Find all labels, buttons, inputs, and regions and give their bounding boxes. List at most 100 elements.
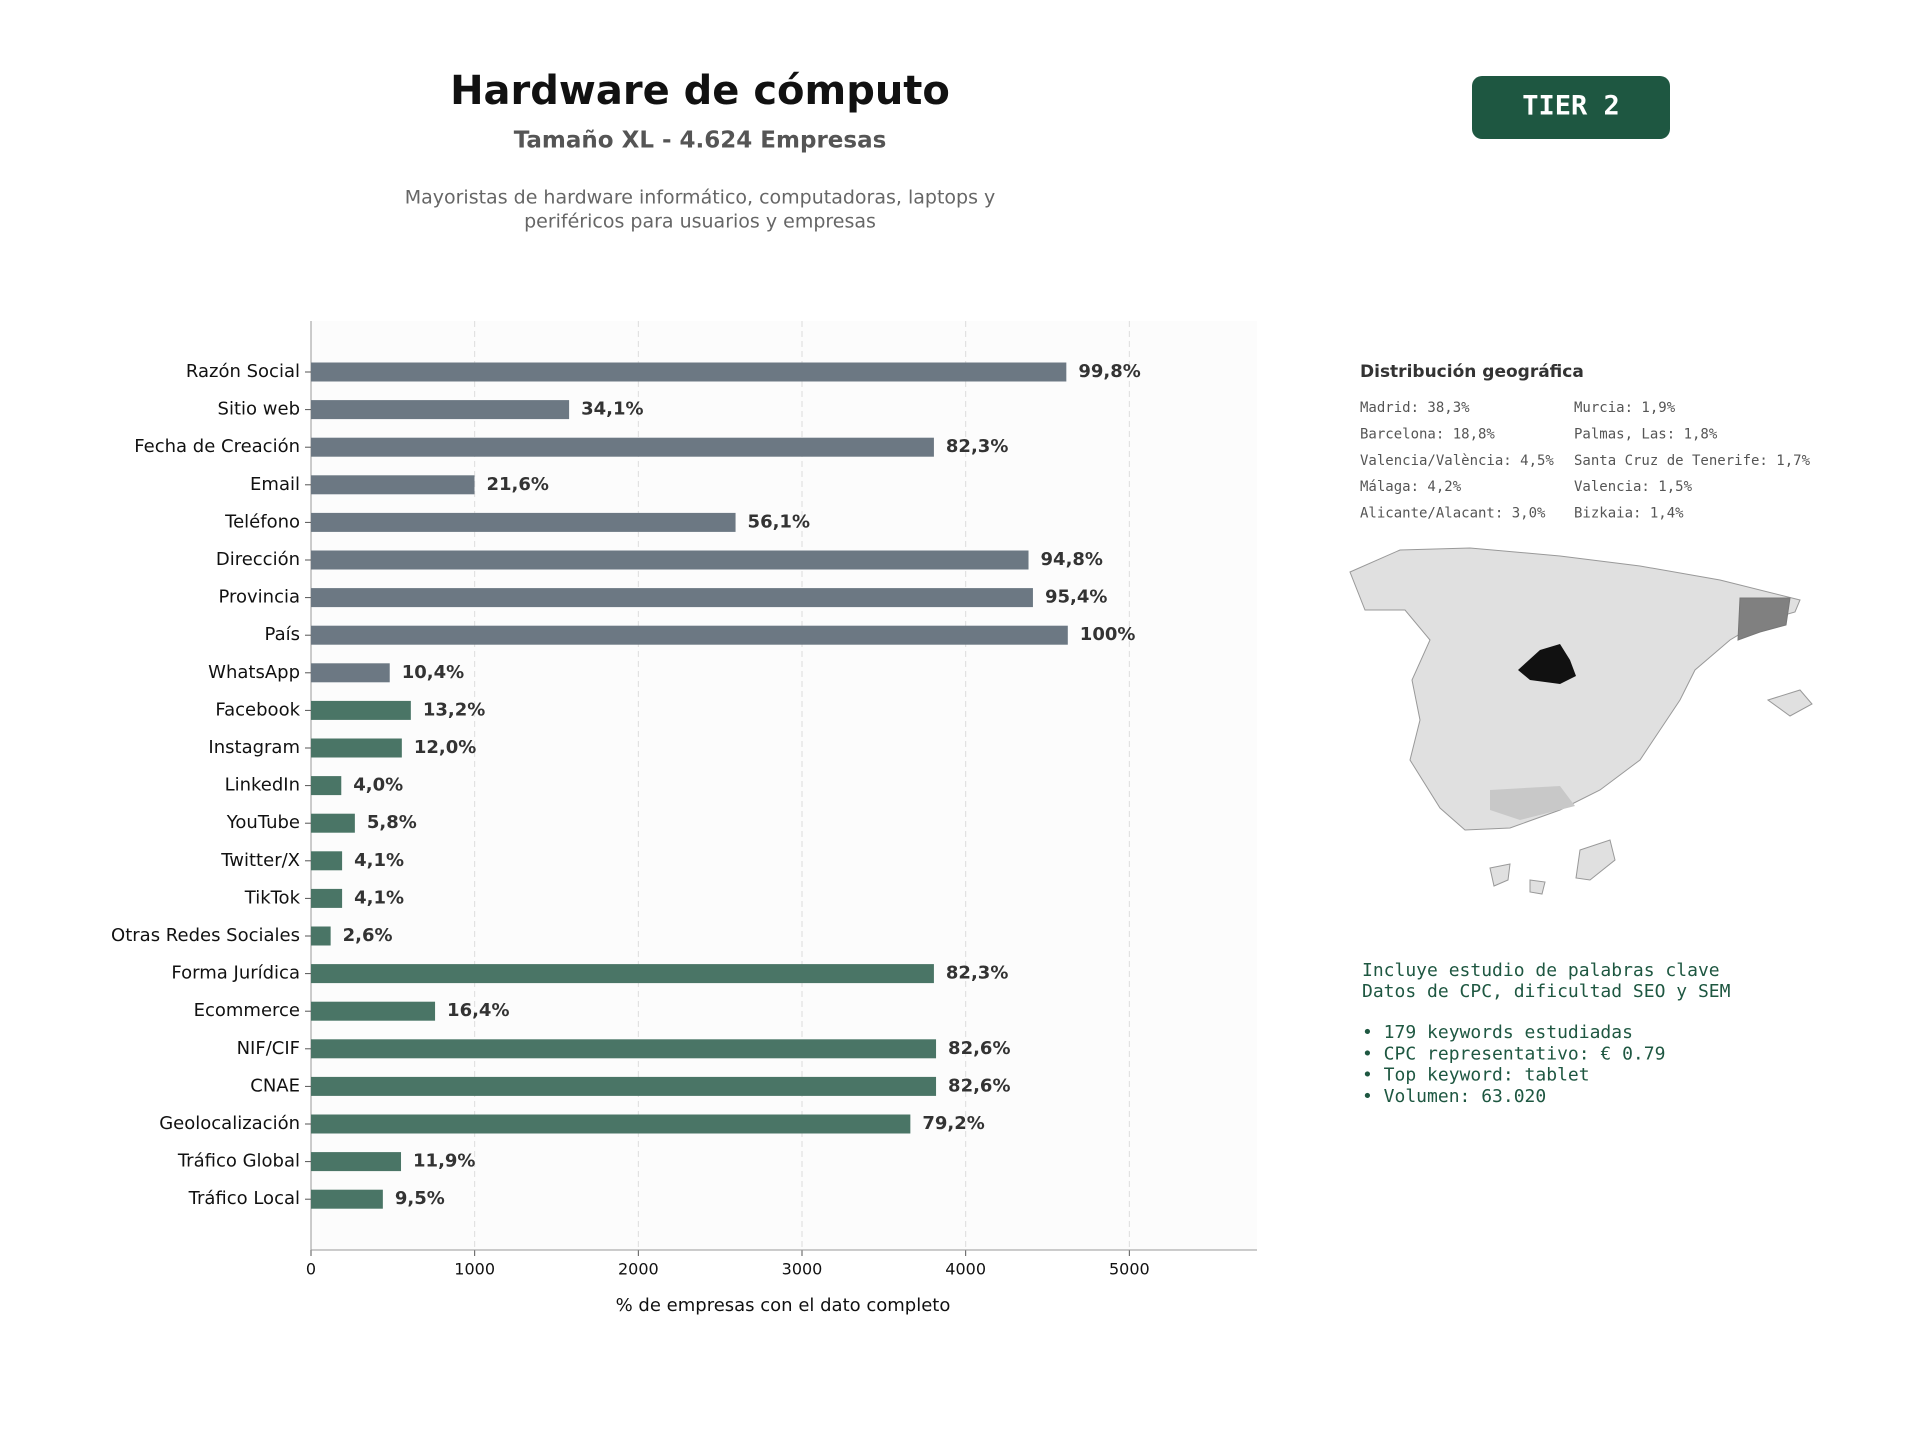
bar xyxy=(311,700,411,720)
keywords-bullet: • Top keyword: tablet xyxy=(1362,1065,1590,1086)
y-tick-label: Forma Jurídica xyxy=(171,963,300,984)
value-label: 5,8% xyxy=(367,812,417,833)
y-tick-label: LinkedIn xyxy=(225,775,300,796)
y-tick-label: Facebook xyxy=(215,699,300,720)
keywords-intro: Datos de CPC, dificultad SEO y SEM xyxy=(1362,981,1731,1002)
map-island xyxy=(1529,879,1546,895)
bar xyxy=(311,550,1029,570)
value-label: 56,1% xyxy=(748,511,810,532)
map xyxy=(1349,547,1813,895)
value-label: 4,1% xyxy=(354,887,404,908)
value-label: 21,6% xyxy=(487,474,549,495)
value-label: 4,0% xyxy=(353,775,403,796)
bar xyxy=(311,437,934,457)
subtitle: Tamaño XL - 4.624 Empresas xyxy=(514,128,887,154)
value-label: 82,3% xyxy=(946,963,1008,984)
y-tick-label: Twitter/X xyxy=(220,850,300,871)
bar xyxy=(311,475,475,495)
y-tick-label: TikTok xyxy=(244,887,301,908)
bar xyxy=(311,888,343,908)
bar xyxy=(311,1001,436,1021)
keywords-bullet: • 179 keywords estudiadas xyxy=(1362,1022,1633,1043)
bar xyxy=(311,588,1033,608)
bar xyxy=(311,776,342,796)
geo-item: Barcelona: 18,8% xyxy=(1360,426,1495,442)
bar xyxy=(311,625,1068,645)
bar xyxy=(311,1152,402,1172)
keywords-intro: Incluye estudio de palabras clave xyxy=(1362,960,1720,981)
y-tick-label: Geolocalización xyxy=(159,1113,300,1134)
x-tick-label: 3000 xyxy=(782,1260,823,1279)
x-tick-label: 2000 xyxy=(618,1260,659,1279)
geo-item: Málaga: 4,2% xyxy=(1360,479,1462,495)
x-tick-label: 5000 xyxy=(1109,1260,1150,1279)
value-label: 99,8% xyxy=(1078,361,1140,382)
geo-item: Murcia: 1,9% xyxy=(1574,400,1676,416)
geo-item: Valencia/València: 4,5% xyxy=(1360,453,1554,469)
map-region xyxy=(1737,597,1791,641)
x-tick-label: 0 xyxy=(306,1260,316,1279)
map-region xyxy=(1490,786,1575,820)
geo-item: Palmas, Las: 1,8% xyxy=(1574,426,1718,442)
map-island xyxy=(1489,863,1511,887)
bar xyxy=(311,663,390,683)
y-tick-label: NIF/CIF xyxy=(237,1038,300,1059)
y-tick-label: Fecha de Creación xyxy=(134,436,300,457)
geo-title: Distribución geográfica xyxy=(1360,362,1584,382)
y-tick-label: Razón Social xyxy=(186,361,300,382)
geo-item: Madrid: 38,3% xyxy=(1360,400,1470,416)
value-label: 34,1% xyxy=(581,399,643,420)
value-label: 79,2% xyxy=(922,1113,984,1134)
value-label: 13,2% xyxy=(423,699,485,720)
bar xyxy=(311,738,402,758)
value-label: 9,5% xyxy=(395,1188,445,1209)
badge-text: TIER 2 xyxy=(1522,91,1620,122)
bar xyxy=(311,926,331,946)
bar xyxy=(311,362,1067,382)
x-axis-label: % de empresas con el dato completo xyxy=(616,1295,951,1316)
bar xyxy=(311,400,570,420)
value-label: 11,9% xyxy=(413,1151,475,1172)
y-tick-label: Ecommerce xyxy=(194,1000,300,1021)
map-island xyxy=(1766,689,1813,717)
geo-item: Alicante/Alacant: 3,0% xyxy=(1360,506,1546,522)
bar xyxy=(311,1114,911,1134)
map-region xyxy=(1518,644,1576,684)
y-tick-label: CNAE xyxy=(250,1075,300,1096)
description: periféricos para usuarios y empresas xyxy=(524,211,876,233)
value-label: 100% xyxy=(1080,624,1136,645)
title: Hardware de cómputo xyxy=(450,68,950,114)
y-tick-label: Email xyxy=(250,474,300,495)
value-label: 95,4% xyxy=(1045,587,1107,608)
x-tick-label: 1000 xyxy=(454,1260,495,1279)
y-tick-label: País xyxy=(265,624,300,645)
value-label: 82,3% xyxy=(946,436,1008,457)
value-label: 82,6% xyxy=(948,1038,1010,1059)
description: Mayoristas de hardware informático, comp… xyxy=(405,187,996,209)
bar xyxy=(311,1039,937,1059)
y-tick-label: Teléfono xyxy=(224,511,300,532)
value-label: 2,6% xyxy=(343,925,393,946)
value-label: 94,8% xyxy=(1041,549,1103,570)
value-label: 12,0% xyxy=(414,737,476,758)
keywords-bullet: • CPC representativo: € 0.79 xyxy=(1362,1043,1665,1064)
value-label: 16,4% xyxy=(447,1000,509,1021)
y-tick-label: Instagram xyxy=(208,737,300,758)
y-tick-label: Provincia xyxy=(218,587,300,608)
geo-item: Bizkaia: 1,4% xyxy=(1574,506,1684,522)
y-tick-label: Sitio web xyxy=(218,399,300,420)
y-tick-label: Otras Redes Sociales xyxy=(111,925,300,946)
bar xyxy=(311,813,355,833)
plot-area xyxy=(311,321,1257,1250)
map-country xyxy=(1349,547,1801,831)
badge xyxy=(1472,76,1670,139)
map-island xyxy=(1575,839,1616,881)
y-tick-label: Dirección xyxy=(216,549,300,570)
bar xyxy=(311,964,934,984)
y-tick-label: Tráfico Global xyxy=(177,1151,300,1172)
value-label: 82,6% xyxy=(948,1075,1010,1096)
value-label: 4,1% xyxy=(354,850,404,871)
bar xyxy=(311,851,343,871)
value-label: 10,4% xyxy=(402,662,464,683)
